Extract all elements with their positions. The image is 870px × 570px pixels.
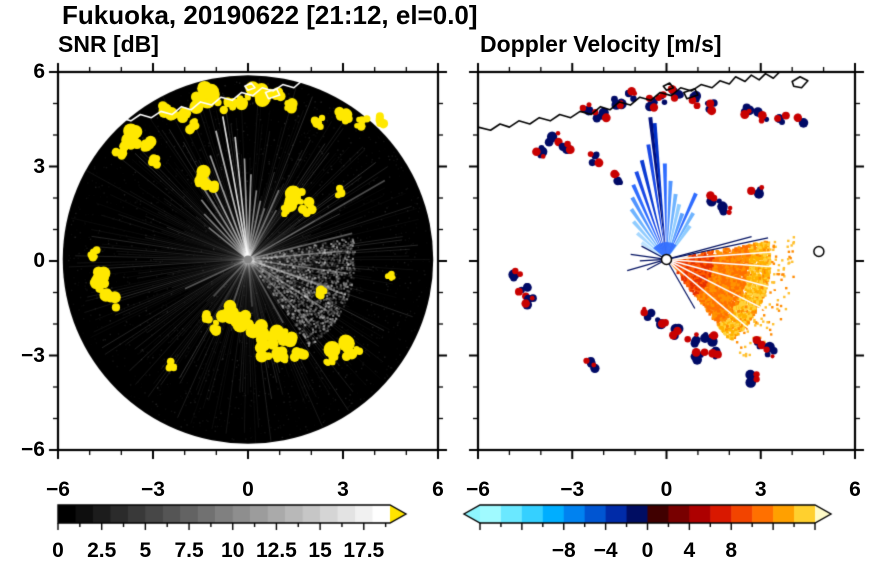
radar-plots-canvas <box>0 0 870 570</box>
radar-figure: Fukuoka, 20190622 [21:12, el=0.0] SNR [d… <box>0 0 870 570</box>
